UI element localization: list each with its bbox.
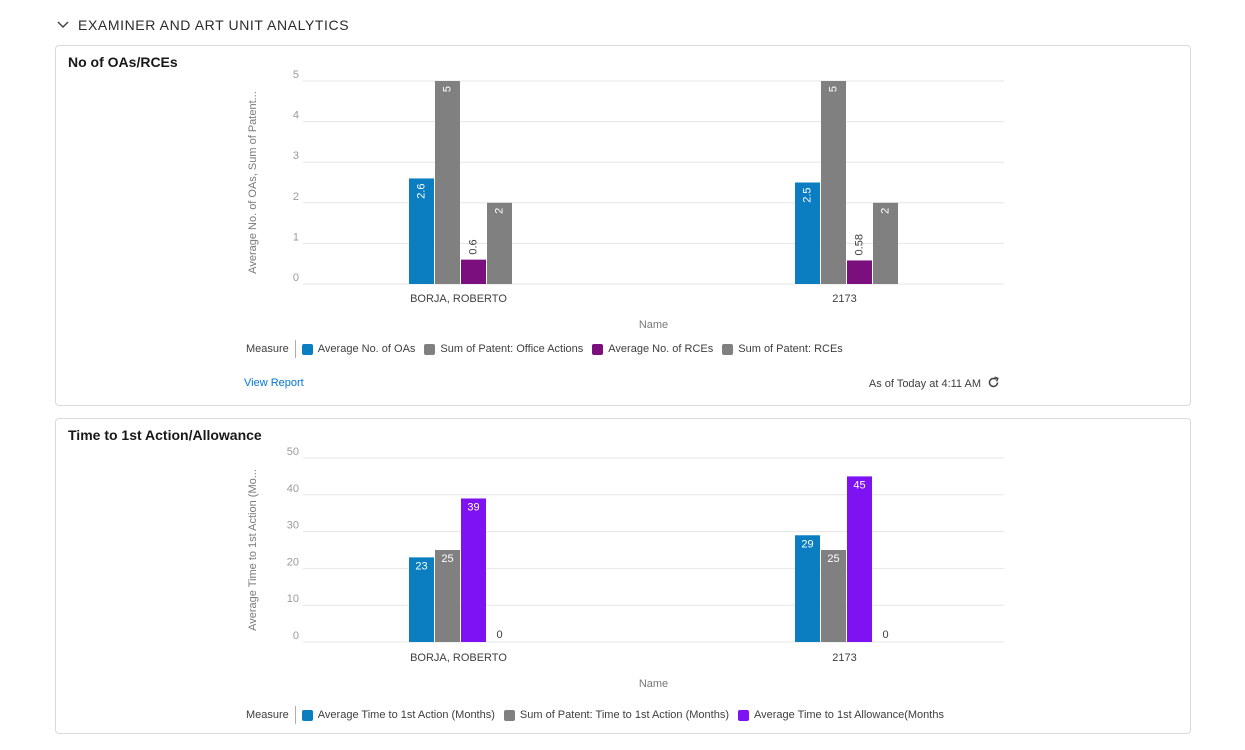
legend-item-sum-of-patent-rces[interactable]: Sum of Patent: RCEs xyxy=(722,343,843,355)
bar-data-label: 25 xyxy=(827,553,839,565)
section-toggle[interactable]: EXAMINER AND ART UNIT ANALYTICS xyxy=(56,14,349,36)
y-tick-label: 50 xyxy=(287,446,299,458)
legend-swatch xyxy=(592,343,604,355)
card-title: Time to 1st Action/Allowance xyxy=(68,427,262,443)
bar-average-time-to-1st-allowance-months-2173[interactable] xyxy=(847,476,872,642)
bar-data-label: 5 xyxy=(828,86,840,92)
bar-sum-of-patent-time-to-1st-action-months-2173[interactable] xyxy=(821,550,846,642)
legend-item-average-time-to-1st-action-months[interactable]: Average Time to 1st Action (Months) xyxy=(301,709,495,721)
bar-data-label: 2.6 xyxy=(416,183,428,198)
bar-data-label: 0.58 xyxy=(854,234,866,255)
x-category-label: BORJA, ROBERTO xyxy=(410,652,507,664)
legend-item-label: Average Time to 1st Allowance(Months xyxy=(754,709,944,721)
x-category-label: 2173 xyxy=(832,293,856,305)
refresh-icon[interactable] xyxy=(987,376,1000,392)
legend-item-sum-of-patent-time-to-1st-action-months[interactable]: Sum of Patent: Time to 1st Action (Month… xyxy=(503,709,729,721)
legend-item-label: Sum of Patent: Office Actions xyxy=(440,343,584,355)
legend-item-sum-of-patent-office-actions[interactable]: Sum of Patent: Office Actions xyxy=(424,343,583,355)
bar-sum-of-patent-office-actions-borja-roberto[interactable] xyxy=(435,81,460,284)
legend-swatch xyxy=(301,343,313,355)
bar-data-label: 39 xyxy=(467,501,479,513)
legend-measure-label: Measure xyxy=(246,340,296,358)
bar-average-time-to-1st-action-months-borja-roberto[interactable] xyxy=(409,557,434,642)
legend-swatch xyxy=(424,343,436,355)
bar-data-label: 0 xyxy=(496,629,502,641)
chevron-down-icon xyxy=(56,18,70,32)
as-of-label: As of Today at 4:11 AM xyxy=(868,378,981,390)
x-category-label: BORJA, ROBERTO xyxy=(410,293,507,305)
y-tick-label: 3 xyxy=(293,150,299,162)
bar-data-label: 2 xyxy=(880,208,892,214)
section-title: EXAMINER AND ART UNIT ANALYTICS xyxy=(78,17,350,33)
view-report-link[interactable]: View Report xyxy=(244,377,304,389)
y-tick-label: 4 xyxy=(293,110,299,122)
y-tick-label: 1 xyxy=(293,231,299,243)
bar-average-time-to-1st-action-months-2173[interactable] xyxy=(795,535,820,642)
as-of-timestamp: As of Today at 4:11 AM xyxy=(869,376,1000,392)
bar-average-time-to-1st-allowance-months-borja-roberto[interactable] xyxy=(461,498,486,642)
legend-item-average-no-of-rces[interactable]: Average No. of RCEs xyxy=(592,343,713,355)
bar-data-label: 2.5 xyxy=(802,188,814,203)
legend-swatch xyxy=(301,709,313,721)
bar-sum-of-patent-time-to-1st-action-months-borja-roberto[interactable] xyxy=(435,550,460,642)
bar-data-label: 29 xyxy=(801,538,813,550)
legend-item-label: Sum of Patent: RCEs xyxy=(738,343,843,355)
bar-average-no-of-oas-2173[interactable] xyxy=(795,182,820,285)
bar-data-label: 23 xyxy=(415,560,427,572)
legend-swatch xyxy=(503,709,515,721)
bar-average-no-of-rces-borja-roberto[interactable] xyxy=(461,259,486,284)
legend-item-label: Average No. of OAs xyxy=(317,343,416,355)
bar-sum-of-patent-office-actions-2173[interactable] xyxy=(821,81,846,284)
bar-sum-of-patent-rces-2173[interactable] xyxy=(873,202,898,284)
bar-average-no-of-rces-2173[interactable] xyxy=(847,260,872,284)
y-tick-label: 2 xyxy=(293,191,299,203)
bar-data-label: 2 xyxy=(494,208,506,214)
legend-item-average-no-of-oas[interactable]: Average No. of OAs xyxy=(301,343,416,355)
y-tick-label: 5 xyxy=(293,69,299,81)
bar-data-label: 0 xyxy=(882,629,888,641)
bar-sum-of-patent-rces-borja-roberto[interactable] xyxy=(487,202,512,284)
legend-swatch xyxy=(738,709,749,721)
bar-average-no-of-oas-borja-roberto[interactable] xyxy=(409,178,434,284)
y-tick-label: 20 xyxy=(287,556,299,568)
chart-legend: Measure Average Time to 1st Action (Mont… xyxy=(246,706,953,724)
legend-item-label: Sum of Patent: Time to 1st Action (Month… xyxy=(519,709,729,721)
legend-swatch xyxy=(722,343,734,355)
bar-data-label: 0.6 xyxy=(468,239,480,254)
chart-card-time-to-action: Time to 1st Action/Allowance 0 10 20 30 40 50… xyxy=(55,418,1191,734)
y-tick-label: 30 xyxy=(287,520,299,532)
x-axis-title: Name xyxy=(639,319,668,331)
y-tick-label: 10 xyxy=(287,593,299,605)
card-title: No of OAs/RCEs xyxy=(68,54,178,70)
bar-chart-oas-rces: 0 1 2 3 4 5 Average No. of OAs, Sum of Patent.… xyxy=(247,69,1004,331)
bar-data-label: 45 xyxy=(853,479,865,491)
bar-chart-time-to-action: 0 10 20 30 40 50 Average Time to 1st Action (M… xyxy=(247,446,1004,690)
y-tick-label: 40 xyxy=(287,483,299,495)
chart-legend: Measure Average No. of OAs Sum of Patent:… xyxy=(246,340,852,358)
legend-item-average-time-to-1st-allowance-months[interactable]: Average Time to 1st Allowance(Months xyxy=(738,709,944,721)
chart-card-oas-rces: No of OAs/RCEs 0 1 2 3 4 5 Average No. of OAs,… xyxy=(55,45,1191,406)
x-category-label: 2173 xyxy=(832,652,856,664)
y-tick-label: 0 xyxy=(293,272,299,284)
bar-data-label: 25 xyxy=(441,553,453,565)
y-axis-title: Average No. of OAs, Sum of Patent... xyxy=(247,91,259,274)
bar-data-label: 5 xyxy=(442,86,454,92)
legend-measure-label: Measure xyxy=(246,706,296,724)
legend-item-label: Average Time to 1st Action (Months) xyxy=(317,709,495,721)
y-tick-label: 0 xyxy=(293,630,299,642)
y-axis-title: Average Time to 1st Action (Mo... xyxy=(247,469,259,631)
x-axis-title: Name xyxy=(639,678,668,690)
legend-item-label: Average No. of RCEs xyxy=(608,343,714,355)
